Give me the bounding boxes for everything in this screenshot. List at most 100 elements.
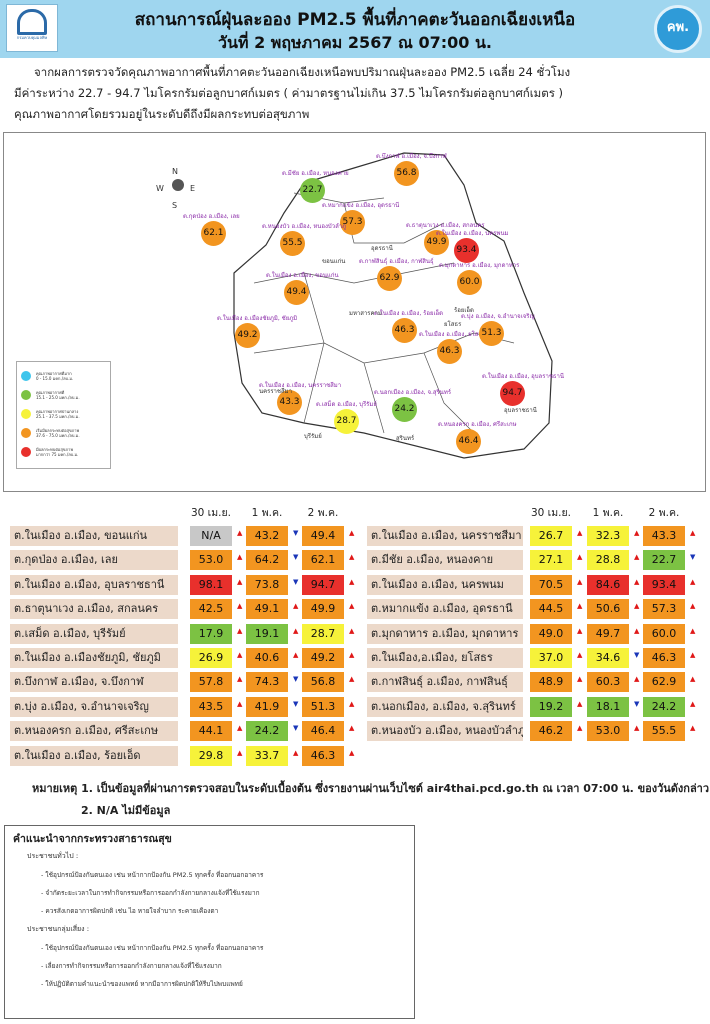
compass-w: W: [156, 184, 164, 193]
map-legend: คุณภาพอากาศดีมาก 0 - 15.0 มคก./ลบ.ม. คุณภา…: [16, 361, 111, 469]
pm25-value: 60.3: [587, 672, 629, 693]
station-name: ต.เสม็ด อ.เมือง, บุรีรัมย์: [10, 623, 178, 644]
legend-range: 25.1 - 37.5 มคก./ลบ.ม.: [36, 413, 80, 419]
pm25-value: 44.1: [190, 721, 232, 742]
column-header-right: 2 พ.ค.: [648, 507, 680, 519]
pm25-value: 49.0: [530, 623, 572, 644]
legend-label: คุณภาพอากาศดีมาก: [36, 370, 72, 376]
station-name: ต.มีชัย อ.เมือง, หนองคาย: [367, 550, 523, 571]
pm25-value: 50.6: [587, 599, 629, 620]
trend-up-icon: ▲: [634, 529, 640, 537]
trend-up-icon: ▲: [577, 529, 583, 537]
map-province-name: นครราชสีมา: [259, 388, 292, 395]
trend-down-icon: ▼: [293, 577, 299, 586]
map-station-bubble: 51.3: [479, 321, 504, 346]
map-station-bubble: 43.3: [277, 390, 302, 415]
pm25-value: 48.9: [530, 672, 572, 693]
map-station-label: ต.มุกดาหาร อ.เมือง, มุกดาหาร: [439, 262, 520, 269]
column-header-right: 30 เม.ย.: [530, 507, 572, 519]
trend-up-icon: ▲: [577, 577, 583, 586]
map-province-name: อุดรธานี: [371, 245, 393, 252]
pm25-value: 62.1: [302, 550, 344, 571]
pm25-value: 43.3: [643, 526, 685, 546]
trend-up-icon: ▲: [237, 651, 243, 659]
trend-up-icon: ▲: [349, 724, 355, 733]
map-province-name: ร้อยเอ็ด: [454, 307, 474, 314]
trend-up-icon: ▲: [349, 529, 355, 537]
pm25-value: 34.6: [587, 648, 629, 668]
note-2: 2. N/A ไม่มีข้อมูล: [81, 804, 171, 817]
pm25-value: 53.0: [587, 721, 629, 742]
pm25-value: 49.9: [302, 599, 344, 620]
legend-label: มีผลกระทบต่อสุขภาพ: [36, 446, 74, 452]
station-name: ต.กาฬสินธุ์ อ.เมือง, กาฬสินธุ์: [367, 672, 523, 693]
trend-up-icon: ▲: [577, 626, 583, 635]
pm25-value: 18.1: [587, 696, 629, 717]
compass-n: N: [172, 167, 178, 176]
pm25-value: 24.2: [643, 696, 685, 717]
map-station-bubble: 62.9: [377, 266, 402, 291]
station-name: ต.ในเมือง อ.เมืองชัยภูมิ, ชัยภูมิ: [10, 648, 178, 668]
trend-up-icon: ▲: [237, 675, 243, 684]
pm25-value: 55.5: [643, 721, 685, 742]
legend-range: 37.6 - 75.0 มคก./ลบ.ม.: [36, 432, 80, 438]
map-station-label: ต.เสม็ด อ.เมือง, บุรีรัมย์: [316, 401, 377, 408]
trend-up-icon: ▲: [577, 602, 583, 611]
pm25-value: 53.0: [190, 550, 232, 571]
trend-up-icon: ▲: [237, 553, 243, 562]
trend-down-icon: ▼: [690, 553, 696, 562]
page-title: สถานการณ์ฝุ่นละออง PM2.5 พื้นที่ภาคตะวัน…: [134, 10, 576, 30]
legend-swatch: [21, 370, 31, 381]
advice-item: - เลี่ยงการทำกิจกรรมหรือการออกกำลังกายกล…: [41, 962, 222, 970]
legend-label: เริ่มมีผลกระทบต่อสุขภาพ: [36, 427, 80, 433]
advice-item: - ใช้อุปกรณ์ป้องกันตนเอง เช่น หน้ากากป้อ…: [41, 944, 264, 952]
trend-down-icon: ▼: [634, 699, 640, 708]
trend-up-icon: ▲: [690, 577, 696, 586]
pm25-value: 42.5: [190, 599, 232, 620]
station-name: ต.บึงกาฬ อ.เมือง, จ.บึงกาฬ: [10, 672, 178, 693]
legend-text: มีผลกระทบต่อสุขภาพ มากกว่า 75 มคก./ลบ.ม.: [36, 447, 78, 457]
trend-up-icon: ▲: [349, 748, 355, 757]
map-station-bubble: 57.3: [340, 210, 365, 235]
pm25-value: 57.3: [643, 599, 685, 620]
pm25-value: 51.3: [302, 696, 344, 717]
trend-up-icon: ▲: [349, 577, 355, 586]
station-name: ต.ในเมือง อ.เมือง, นครราชสีมา: [367, 526, 523, 546]
map-province-name: อุบลราชธานี: [504, 407, 537, 414]
legend-item: เริ่มมีผลกระทบต่อสุขภาพ 37.6 - 75.0 มคก./…: [21, 423, 106, 442]
station-name: ต.กุดป่อง อ.เมือง, เลย: [10, 550, 178, 571]
map-station-bubble: 94.7: [500, 381, 525, 406]
map-station-bubble: 28.7: [334, 409, 359, 434]
pm25-value: 17.9: [190, 623, 232, 644]
map-station-label: ต.บึงกาฬ อ.เมือง, จ.บึงกาฬ: [376, 153, 447, 160]
trend-down-icon: ▼: [293, 529, 299, 537]
pm25-value: 73.8: [246, 574, 288, 595]
trend-up-icon: ▲: [690, 675, 696, 684]
intro-text: จากผลการตรวจวัดคุณภาพอากาศพื้นที่ภาคตะวั…: [14, 62, 704, 125]
station-name: ต.หนองบัว อ.เมือง, หนองบัวลำภู: [367, 721, 523, 742]
pm25-value: 57.8: [190, 672, 232, 693]
trend-up-icon: ▲: [237, 626, 243, 635]
trend-up-icon: ▲: [349, 602, 355, 611]
trend-up-icon: ▲: [577, 699, 583, 708]
trend-up-icon: ▲: [237, 602, 243, 611]
map-station-bubble: 49.9: [424, 230, 449, 255]
pm25-value: 27.1: [530, 550, 572, 571]
pm25-value: 49.1: [246, 599, 288, 620]
building-icon: [17, 9, 47, 35]
trend-down-icon: ▼: [293, 675, 299, 684]
pm25-value: 49.7: [587, 623, 629, 644]
legend-text: คุณภาพอากาศดี 15.1 - 25.0 มคก./ลบ.ม.: [36, 390, 80, 400]
advice-item: - ให้ปฏิบัติตามคำแนะนำของแพทย์ หากมีอากา…: [41, 980, 243, 988]
trend-up-icon: ▲: [349, 675, 355, 684]
station-name: ต.มุกดาหาร อ.เมือง, มุกดาหาร: [367, 623, 523, 644]
column-header-left: 2 พ.ค.: [307, 507, 339, 519]
trend-up-icon: ▲: [349, 651, 355, 659]
station-name: ต.ธาตุนาเวง อ.เมือง, สกลนคร: [10, 599, 178, 620]
pcd-logo-left: กรมควบคุมมลพิษ: [6, 4, 58, 52]
legend-text: เริ่มมีผลกระทบต่อสุขภาพ 37.6 - 75.0 มคก./…: [36, 428, 80, 438]
legend-text: คุณภาพอากาศดีมาก 0 - 15.0 มคก./ลบ.ม.: [36, 371, 73, 381]
map-station-label: ต.บุ่ง อ.เมือง, จ.อำนาจเจริญ: [461, 313, 535, 320]
trend-up-icon: ▲: [690, 699, 696, 708]
map-station-label: ต.กุดป่อง อ.เมือง, เลย: [183, 213, 240, 220]
